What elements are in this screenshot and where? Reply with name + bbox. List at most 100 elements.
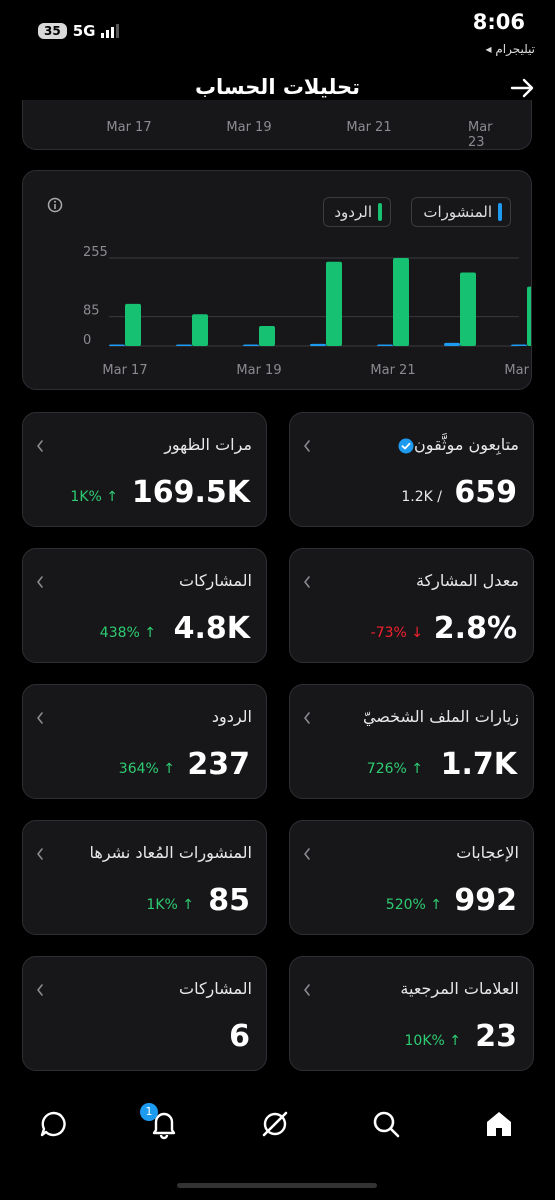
x-tick-label: Mar 19 [236,363,281,378]
stat-change: -73% ↓ [370,625,423,641]
legend-label-posts: المنشورات [423,203,492,221]
legend-swatch-replies [378,203,382,221]
bar-posts [511,344,527,346]
bar-replies [460,272,476,346]
stat-card[interactable]: الإعجابات 992 520% ↑ [289,820,534,935]
legend-swatch-posts [498,203,502,221]
chevron-left-icon [304,848,310,860]
chevron-left-icon [304,984,310,996]
stat-label-text: معدل المشاركة [415,571,519,590]
search-icon[interactable] [370,1108,402,1140]
chevron-left-icon [304,440,310,452]
stat-label: المشاركات [179,571,252,590]
bar-replies [125,303,141,346]
stat-label-text: المنشورات المُعاد نشرها [89,843,253,862]
stat-value: 2.8% [433,611,517,646]
stat-change: 10K% ↑ [404,1033,461,1049]
stat-label: المنشورات المُعاد نشرها [90,843,253,862]
status-bar: 35 5G 8:06 ◂ تيليجرام [0,0,555,60]
stat-card[interactable]: زيارات الملف الشخصيّ 1.7K 726% ↑ [289,684,534,799]
posts-replies-chart-card: المنشورات الردود 255 85 0 Mar 17 Mar 19 Mar 2… [22,170,532,390]
stat-value: 4.8K [173,611,250,646]
stat-value: 169.5K [131,475,250,510]
bar-posts [109,344,125,346]
chevron-left-icon [304,712,310,724]
battery-indicator: 35 [38,23,67,39]
stat-label-text: مرات الظهور [164,435,252,454]
notification-badge: 1 [140,1103,158,1121]
stat-change: 1K% ↑ [146,897,194,913]
stat-label: الردود [212,707,252,726]
stat-label-text: متابِعون موثَّقون [414,435,519,454]
stat-change: 1K% ↑ [70,489,118,505]
grok-icon[interactable] [259,1108,291,1140]
stat-label-text: العلامات المرجعية [400,979,519,998]
stat-label: المشاركات [179,979,252,998]
bar-chart: 255 85 0 Mar 17 Mar 19 Mar 21 Mar 23 [83,245,531,378]
stat-value: 6 [229,1019,250,1054]
clock: 8:06 [472,10,525,34]
stat-card[interactable]: المشاركات 6 [22,956,267,1071]
back-to-app-link[interactable]: ◂ تيليجرام [485,42,535,56]
chevron-left-icon [37,848,43,860]
stat-value: 85 [208,883,250,918]
stat-label: الإعجابات [456,843,519,862]
back-arrow-icon[interactable] [509,75,535,101]
legend-label-replies: الردود [334,203,372,221]
bar-posts [310,343,326,346]
legend-replies[interactable]: الردود [323,197,391,227]
bar-replies [192,314,208,346]
stat-label: العلامات المرجعية [400,979,519,998]
stat-label: متابِعون موثَّقون [394,435,519,454]
stat-value: 23 [475,1019,517,1054]
bar-replies [527,286,531,346]
bar-replies [393,258,409,346]
stat-card[interactable]: الردود 237 364% ↑ [22,684,267,799]
y-tick-label: 85 [83,304,100,319]
bar-replies [259,325,275,346]
chevron-left-icon [37,984,43,996]
x-tick-label: Mar 19 [226,120,272,135]
stat-value: 237 [187,747,250,782]
bar-posts [176,344,192,346]
stat-card[interactable]: المنشورات المُعاد نشرها 85 1K% ↑ [22,820,267,935]
bar-replies [326,261,342,346]
stat-value: 992 [454,883,517,918]
stat-card[interactable]: متابِعون موثَّقون 659 1.2K / [289,412,534,527]
page-title: تحليلات الحساب [194,75,361,99]
y-tick-label: 0 [83,333,91,348]
stat-card[interactable]: معدل المشاركة 2.8% -73% ↓ [289,548,534,663]
bar-posts [243,344,259,346]
chevron-left-icon [304,576,310,588]
notifications-icon[interactable] [148,1108,180,1140]
x-tick-label: Mar 23 [468,120,493,150]
page-header: تحليلات الحساب [0,65,555,115]
x-tick-label: Mar 21 [370,363,415,378]
home-icon[interactable] [483,1108,515,1140]
stat-card[interactable]: مرات الظهور 169.5K 1K% ↑ [22,412,267,527]
stat-label-text: الإعجابات [456,843,519,862]
chevron-left-icon [37,440,43,452]
stat-total: 1.2K / [401,489,442,505]
messages-icon[interactable] [38,1108,70,1140]
chevron-left-icon [37,576,43,588]
stat-change: 726% ↑ [366,761,423,777]
home-indicator [177,1183,377,1188]
x-tick-label: Mar 17 [102,363,147,378]
legend-posts[interactable]: المنشورات [411,197,511,227]
verified-badge-icon [398,438,414,453]
stat-change: 364% ↑ [118,761,175,777]
stat-card[interactable]: العلامات المرجعية 23 10K% ↑ [289,956,534,1071]
bottom-tab-bar [0,1100,555,1150]
x-tick-label: Mar 23 [504,363,531,378]
signal-icon [101,24,120,38]
bar-posts [444,342,460,346]
x-tick-label: Mar 17 [106,120,152,135]
stat-change: 520% ↑ [385,897,442,913]
stat-label-text: المشاركات [179,571,252,590]
stat-label-text: المشاركات [179,979,252,998]
stat-card[interactable]: المشاركات 4.8K 438% ↑ [22,548,267,663]
stat-label: معدل المشاركة [416,571,519,590]
chevron-left-icon [37,712,43,724]
info-icon[interactable] [47,197,63,213]
